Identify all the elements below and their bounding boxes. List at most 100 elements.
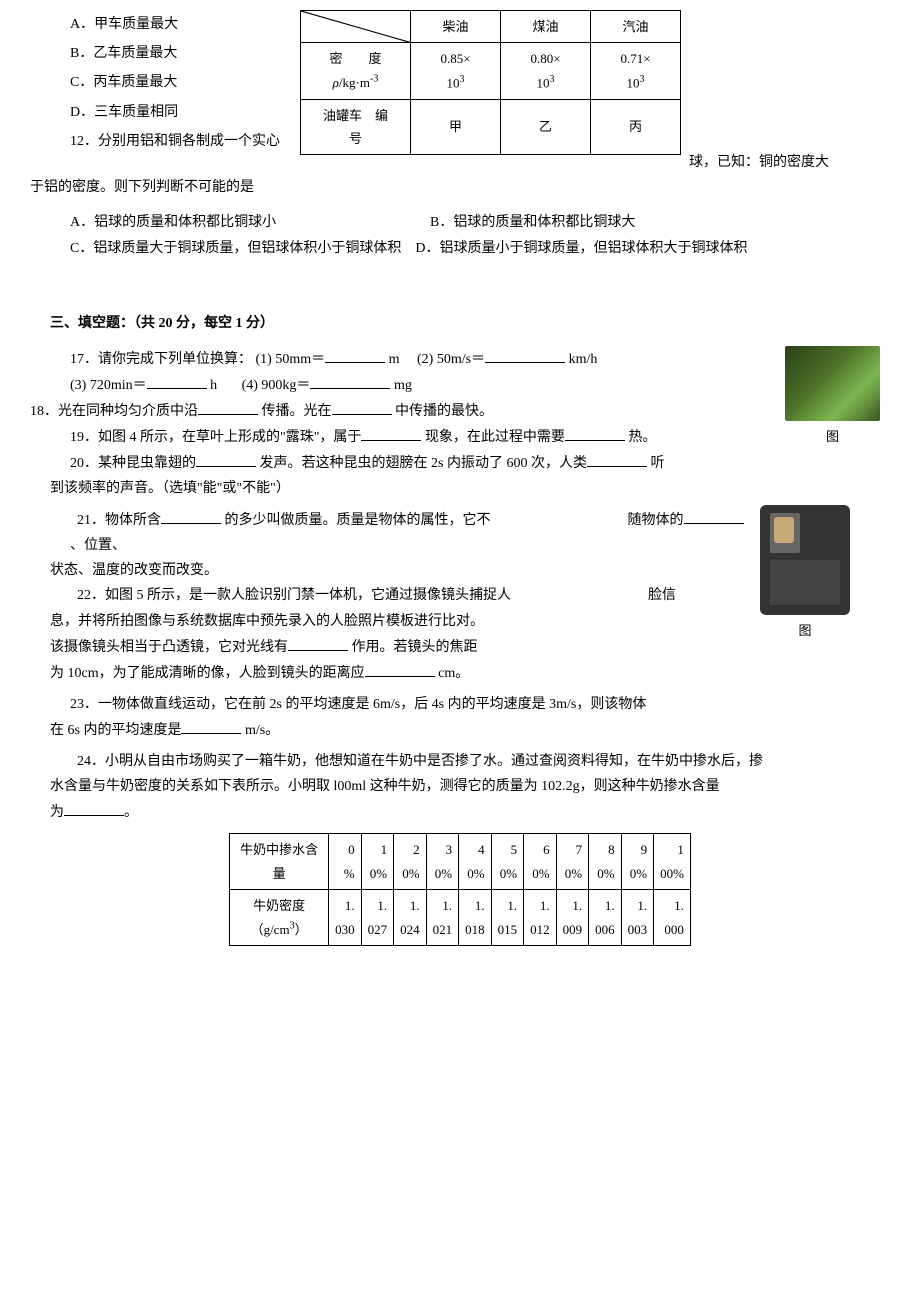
q20-blank2 <box>587 450 647 467</box>
q17-line1: 17．请你完成下列单位换算： (1) 50mm＝ m (2) 50m/s＝ km… <box>30 346 890 372</box>
q12-stem: 12．分别用铝和铜各制成一个实心 <box>70 127 280 156</box>
q20-t3: 听 <box>650 456 664 471</box>
q20-t2: 发声。若这种昆虫的翅膀在 2s 内振动了 600 次，人类 <box>260 456 587 471</box>
md1: 1.027 <box>361 890 394 946</box>
t1-cl-b: 号 <box>349 131 362 146</box>
q22-t3b: 作用。若镜头的焦距 <box>352 640 478 655</box>
mc4: 40% <box>459 834 492 890</box>
q18-blank2 <box>332 398 392 415</box>
md4: 1.018 <box>459 890 492 946</box>
q23-l2: 在 6s 内的平均速度是 m/s。 <box>30 717 890 743</box>
q23-l1: 23．一物体做直线运动，它在前 2s 的平均速度是 6m/s，后 4s 内的平均… <box>30 692 890 717</box>
q21-t2: 的多少叫做质量。质量是物体的属性，它不 <box>225 513 491 528</box>
q22-t1b: 脸信 <box>648 588 676 603</box>
q11-options: A．甲车质量最大 B．乙车质量最大 C．丙车质量最大 D．三车质量相同 12．分… <box>30 10 280 156</box>
t1-h0 <box>301 11 411 43</box>
q22-t3: 该摄像镜头相当于凸透镜，它对光线有 <box>50 640 288 655</box>
q19-blank2 <box>565 424 625 441</box>
q11-opt-d: D．三车质量相同 <box>70 98 280 127</box>
q17-line2: (3) 720min＝ h (4) 900kg＝ mg <box>30 372 890 398</box>
mc8: 80% <box>589 834 622 890</box>
q18-t3: 中传播的最快。 <box>395 404 493 419</box>
mc5: 50% <box>491 834 524 890</box>
mc9: 90% <box>621 834 654 890</box>
q12-opt-a: A．铝球的质量和体积都比铜球小 <box>70 210 430 235</box>
q18-t2: 传播。光在 <box>262 404 332 419</box>
q19: 19．如图 4 所示，在草叶上形成的"露珠"，属于 现象，在此过程中需要 热。 <box>30 424 890 450</box>
q18: 18．光在同种均匀介质中沿 传播。光在 中传播的最快。 <box>30 398 890 424</box>
q21-t3: 随物体的 <box>628 513 684 528</box>
q11-table: 柴油 煤油 汽油 密 度 ρ/kg·m-3 0.85×103 0.80×103 … <box>300 10 681 155</box>
q21-blank2 <box>684 507 744 524</box>
q11-opt-a: A．甲车质量最大 <box>70 10 280 39</box>
t1-cl-a: 油罐车 编 <box>323 108 388 123</box>
q11-opt-c: C．丙车质量最大 <box>70 68 280 97</box>
q21-t4: 、位置、 <box>70 538 126 553</box>
q19-t1: 19．如图 4 所示，在草叶上形成的"露珠"，属于 <box>70 430 361 445</box>
t1-car-label: 油罐车 编 号 <box>301 99 411 155</box>
q20-t1: 20．某种昆虫靠翅的 <box>70 456 196 471</box>
q17-blank4 <box>310 372 390 389</box>
q21-t1: 21．物体所含 <box>77 513 161 528</box>
milk-table: 牛奶中掺水含 量 0% 10% 20% 30% 40% 50% 60% 70% … <box>229 833 691 946</box>
t1-h3: 汽油 <box>591 11 681 43</box>
q19-t2: 现象，在此过程中需要 <box>425 430 565 445</box>
q17-blank3 <box>147 372 207 389</box>
q24-l3: 为。 <box>30 799 890 825</box>
q17-blank2 <box>485 346 565 363</box>
q12-opt-d: D．铝球质量小于铜球质量，但铝球体积大于铜球体积 <box>415 236 747 261</box>
q24-l2: 水含量与牛奶密度的关系如下表所示。小明取 l00ml 这种牛奶，测得它的质量为 … <box>30 774 890 799</box>
q23-t2: 在 6s 内的平均速度是 <box>50 723 181 738</box>
q17-p4b: mg <box>394 378 412 393</box>
q23-t3: m/s。 <box>245 723 279 738</box>
q19-blank1 <box>361 424 421 441</box>
t1-density-label: 密 度 ρ/kg·m-3 <box>301 43 411 99</box>
q17-p4a: (4) 900kg＝ <box>242 378 311 393</box>
q17-blank1 <box>325 346 385 363</box>
t1-c3: 丙 <box>591 99 681 155</box>
q22-blank2 <box>365 660 435 677</box>
t1-d2: 0.80×103 <box>501 43 591 99</box>
q21-l1: 21．物体所含 的多少叫做质量。质量是物体的属性，它不 随物体的 、位置、 <box>30 507 890 558</box>
milk-row1: 牛奶中掺水含 量 0% 10% 20% 30% 40% 50% 60% 70% … <box>230 834 691 890</box>
q20-l2: 到该频率的声音。（选填"能"或"不能"） <box>30 476 890 501</box>
q20-l1: 20．某种昆虫靠翅的 发声。若这种昆虫的翅膀在 2s 内振动了 600 次，人类… <box>30 450 890 476</box>
mc3: 30% <box>426 834 459 890</box>
md10: 1.000 <box>654 890 691 946</box>
q12-options: A．铝球的质量和体积都比铜球小 B．铝球的质量和体积都比铜球大 C．铝球质量大于… <box>30 210 890 260</box>
md7: 1.009 <box>556 890 589 946</box>
md6: 1.012 <box>524 890 557 946</box>
q11-row: A．甲车质量最大 B．乙车质量最大 C．丙车质量最大 D．三车质量相同 12．分… <box>30 10 890 175</box>
q23-blank1 <box>181 717 241 734</box>
q12-stem2: 于铝的密度。则下列判断不可能的是 <box>30 175 890 200</box>
milk-r2lb: （g/cm3） <box>251 922 308 937</box>
milk-r1la: 牛奶中掺水含 <box>240 842 318 857</box>
q17-p2a: (2) 50m/s＝ <box>417 352 485 367</box>
mc7: 70% <box>556 834 589 890</box>
milk-row2: 牛奶密度 （g/cm3） 1.030 1.027 1.024 1.021 1.0… <box>230 890 691 946</box>
md2: 1.024 <box>394 890 427 946</box>
q17-p2b: km/h <box>569 352 598 367</box>
q17-p3b: h <box>210 378 217 393</box>
section3-body: 图 17．请你完成下列单位换算： (1) 50mm＝ m (2) 50m/s＝ … <box>30 346 890 825</box>
md8: 1.006 <box>589 890 622 946</box>
milk-r1-label: 牛奶中掺水含 量 <box>230 834 329 890</box>
q17-p1a: (1) 50mm＝ <box>256 352 326 367</box>
t1-d3: 0.71×103 <box>591 43 681 99</box>
q17-p3a: (3) 720min＝ <box>70 378 147 393</box>
md3: 1.021 <box>426 890 459 946</box>
q20-blank1 <box>196 450 256 467</box>
q12-opt-c: C．铝球质量大于铜球质量，但铝球体积小于铜球体积 <box>70 236 415 261</box>
milk-r2la: 牛奶密度 <box>253 898 305 913</box>
q12-after-text: 球，已知：铜的密度大 <box>689 150 829 175</box>
q17-p1b: m <box>389 352 400 367</box>
q22-t4b: cm。 <box>438 666 469 681</box>
md9: 1.003 <box>621 890 654 946</box>
q12-after: 球，已知：铜的密度大 <box>681 10 829 175</box>
t1-h1: 柴油 <box>411 11 501 43</box>
md0: 1.030 <box>329 890 362 946</box>
t1-dl-a: 密 度 <box>329 51 381 66</box>
t1-dl-b: ρ/kg·m-3 <box>333 75 379 90</box>
mc0: 0% <box>329 834 362 890</box>
q18-t1: 18．光在同种均匀介质中沿 <box>30 404 198 419</box>
